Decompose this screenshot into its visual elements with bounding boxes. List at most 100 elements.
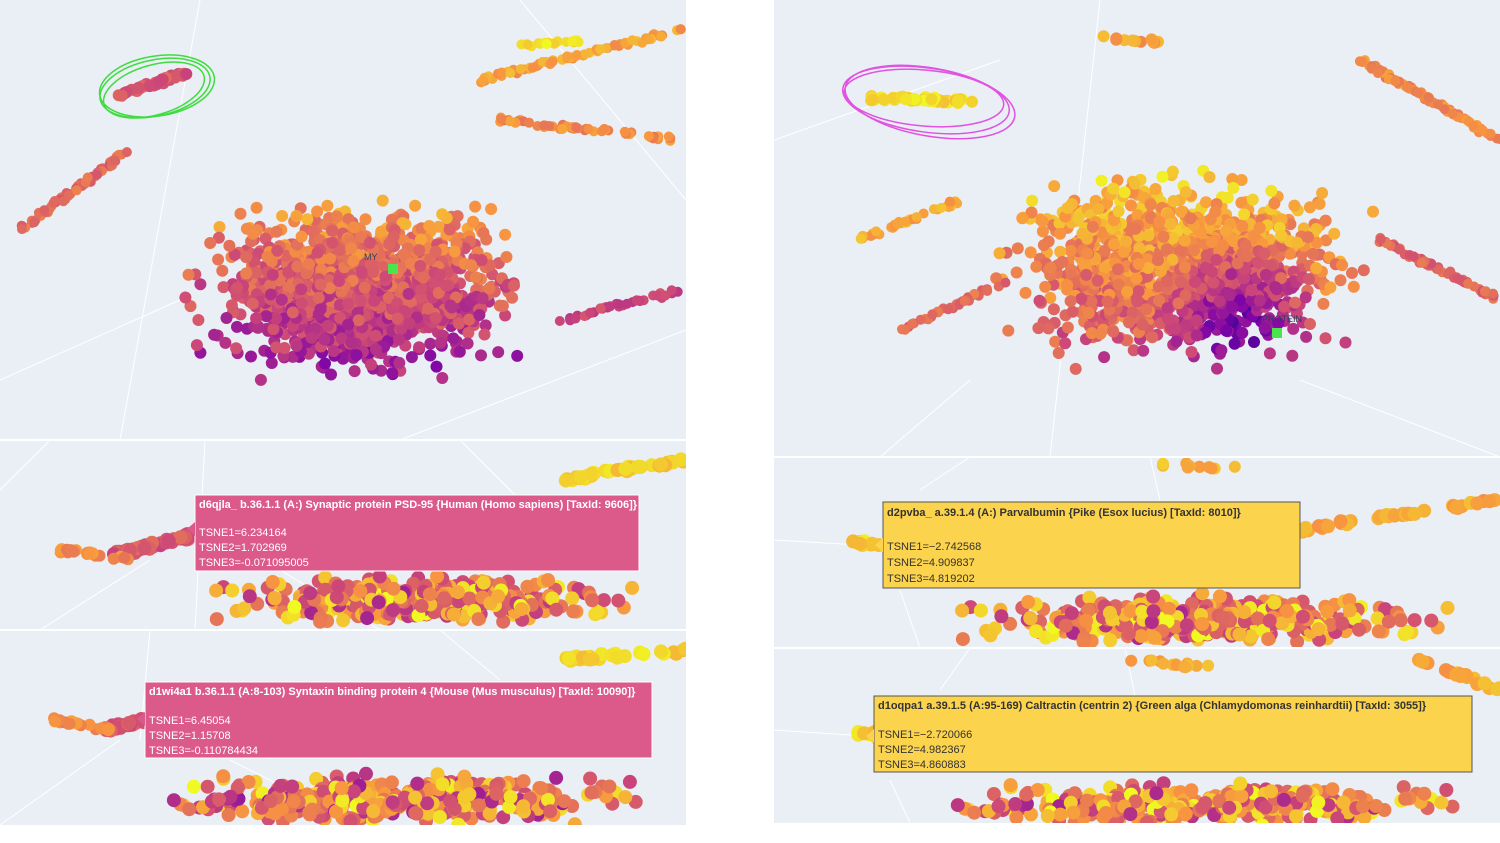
- point[interactable]: [228, 248, 241, 261]
- point[interactable]: [1036, 215, 1049, 228]
- point[interactable]: [261, 250, 274, 263]
- point[interactable]: [900, 93, 913, 106]
- point[interactable]: [429, 245, 442, 258]
- point[interactable]: [1146, 604, 1161, 619]
- point[interactable]: [1085, 295, 1098, 308]
- point[interactable]: [583, 123, 594, 134]
- point[interactable]: [305, 331, 318, 344]
- point[interactable]: [432, 286, 445, 299]
- point[interactable]: [584, 466, 599, 481]
- point[interactable]: [264, 279, 277, 292]
- point[interactable]: [652, 290, 663, 301]
- point[interactable]: [451, 817, 466, 832]
- point[interactable]: [871, 226, 882, 237]
- point[interactable]: [1239, 238, 1252, 251]
- point[interactable]: [237, 601, 252, 616]
- point[interactable]: [413, 341, 426, 354]
- point[interactable]: [1130, 272, 1143, 285]
- point[interactable]: [1076, 634, 1091, 649]
- point[interactable]: [324, 252, 336, 265]
- point[interactable]: [1011, 242, 1024, 255]
- point[interactable]: [278, 342, 291, 354]
- point[interactable]: [1367, 205, 1379, 218]
- point[interactable]: [1310, 236, 1323, 249]
- point[interactable]: [1468, 120, 1479, 131]
- point[interactable]: [887, 91, 900, 104]
- point[interactable]: [1107, 325, 1120, 338]
- point[interactable]: [1079, 613, 1094, 628]
- point[interactable]: [350, 349, 363, 362]
- point[interactable]: [1262, 613, 1277, 628]
- point[interactable]: [590, 605, 605, 619]
- point[interactable]: [221, 808, 236, 822]
- point[interactable]: [557, 794, 572, 809]
- point[interactable]: [1094, 327, 1107, 340]
- point[interactable]: [285, 779, 300, 794]
- point[interactable]: [1127, 344, 1140, 357]
- point[interactable]: [92, 169, 102, 180]
- point[interactable]: [393, 333, 405, 346]
- point[interactable]: [393, 356, 406, 369]
- point[interactable]: [1261, 632, 1276, 647]
- point[interactable]: [230, 342, 243, 355]
- point[interactable]: [173, 530, 188, 545]
- point[interactable]: [927, 309, 938, 320]
- point[interactable]: [252, 247, 265, 260]
- point[interactable]: [1265, 259, 1277, 272]
- point[interactable]: [234, 207, 247, 220]
- point[interactable]: [660, 290, 671, 301]
- point[interactable]: [48, 715, 61, 728]
- point[interactable]: [1033, 294, 1046, 307]
- point[interactable]: [1156, 170, 1169, 183]
- point[interactable]: [1059, 337, 1072, 350]
- point[interactable]: [1103, 633, 1118, 648]
- point[interactable]: [549, 770, 564, 785]
- point[interactable]: [1118, 186, 1131, 199]
- point[interactable]: [1108, 238, 1120, 251]
- point[interactable]: [1212, 589, 1227, 604]
- point[interactable]: [29, 217, 40, 228]
- point[interactable]: [375, 225, 388, 238]
- point[interactable]: [1286, 349, 1299, 362]
- point[interactable]: [1082, 590, 1097, 605]
- point[interactable]: [1039, 280, 1052, 293]
- point[interactable]: [1289, 296, 1301, 309]
- point[interactable]: [1381, 614, 1396, 629]
- point[interactable]: [267, 591, 282, 605]
- point[interactable]: [492, 346, 505, 359]
- point[interactable]: [295, 297, 308, 310]
- point[interactable]: [1142, 229, 1155, 242]
- point[interactable]: [522, 39, 533, 50]
- point[interactable]: [1302, 231, 1314, 244]
- point[interactable]: [264, 288, 277, 301]
- point[interactable]: [1371, 624, 1386, 639]
- point[interactable]: [622, 298, 632, 309]
- point[interactable]: [1265, 184, 1278, 197]
- point[interactable]: [584, 785, 599, 800]
- point[interactable]: [943, 304, 954, 315]
- point[interactable]: [376, 194, 389, 207]
- point[interactable]: [570, 313, 581, 324]
- point[interactable]: [212, 792, 226, 807]
- point[interactable]: [308, 322, 321, 335]
- point[interactable]: [1086, 220, 1099, 233]
- point[interactable]: [343, 814, 358, 828]
- point[interactable]: [643, 131, 654, 142]
- point[interactable]: [503, 790, 518, 804]
- point[interactable]: [353, 584, 368, 599]
- point[interactable]: [1042, 322, 1055, 335]
- point[interactable]: [219, 336, 232, 349]
- point[interactable]: [476, 575, 491, 590]
- point[interactable]: [307, 225, 320, 238]
- point[interactable]: [440, 212, 453, 225]
- point[interactable]: [1112, 278, 1125, 291]
- point[interactable]: [1267, 595, 1282, 610]
- point[interactable]: [1064, 606, 1079, 621]
- point[interactable]: [311, 246, 324, 259]
- point[interactable]: [504, 116, 515, 127]
- point[interactable]: [675, 24, 686, 35]
- point[interactable]: [405, 351, 418, 364]
- point[interactable]: [132, 81, 145, 94]
- point[interactable]: [447, 332, 460, 345]
- point[interactable]: [1095, 174, 1108, 187]
